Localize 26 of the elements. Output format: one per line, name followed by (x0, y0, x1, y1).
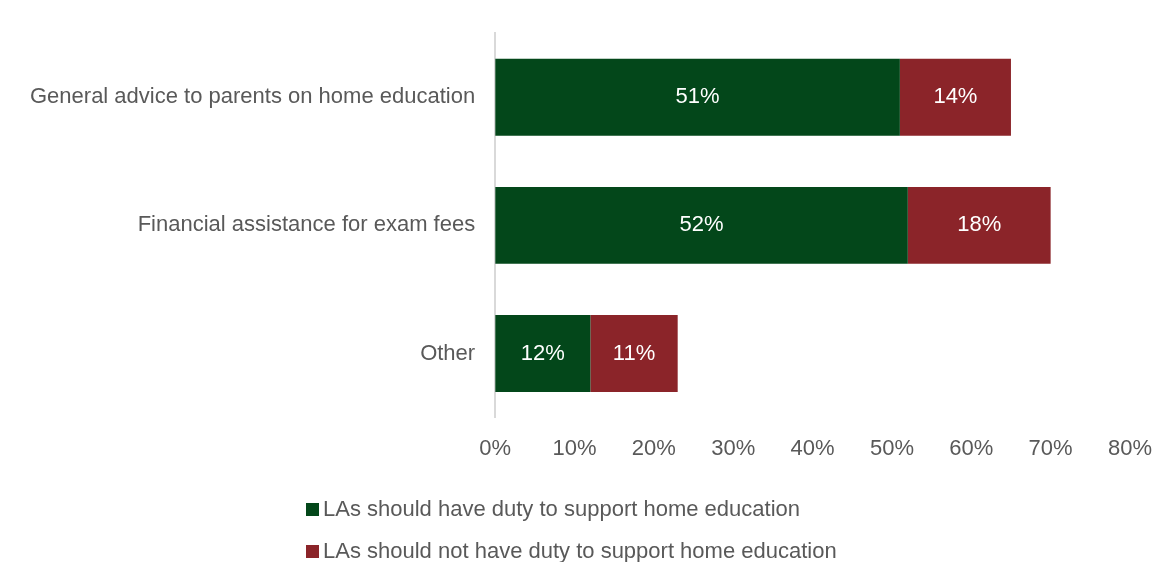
data-label: 18% (957, 211, 1002, 237)
y-tick-label: Other (420, 339, 476, 365)
bar (590, 315, 678, 392)
legend-label: LAs should have duty to support home education (323, 496, 800, 522)
x-tick-label: 10% (552, 434, 597, 460)
data-label: 11% (612, 339, 656, 365)
data-label: 14% (933, 83, 978, 109)
x-tick-label: 0% (479, 434, 512, 460)
data-label: 12% (520, 339, 565, 365)
x-tick-label: 80% (1107, 434, 1153, 460)
x-tick-label: 70% (1028, 434, 1073, 460)
x-tick-label: 20% (631, 434, 676, 460)
bar (495, 315, 591, 392)
x-tick-label: 30% (711, 434, 756, 460)
x-tick-label: 60% (949, 434, 994, 460)
bar (495, 58, 900, 136)
y-tick-label: General advice to parents on home education (29, 83, 476, 109)
bar (907, 186, 1051, 264)
data-label: 51% (675, 83, 720, 109)
x-tick-label: 50% (869, 434, 914, 460)
bar (899, 58, 1011, 136)
bar (495, 186, 908, 264)
legend-label: LAs should not have duty to support home education (323, 538, 837, 562)
data-label: 52% (679, 211, 724, 237)
x-tick-label: 40% (790, 434, 835, 460)
y-tick-label: Financial assistance for exam fees (137, 211, 476, 237)
